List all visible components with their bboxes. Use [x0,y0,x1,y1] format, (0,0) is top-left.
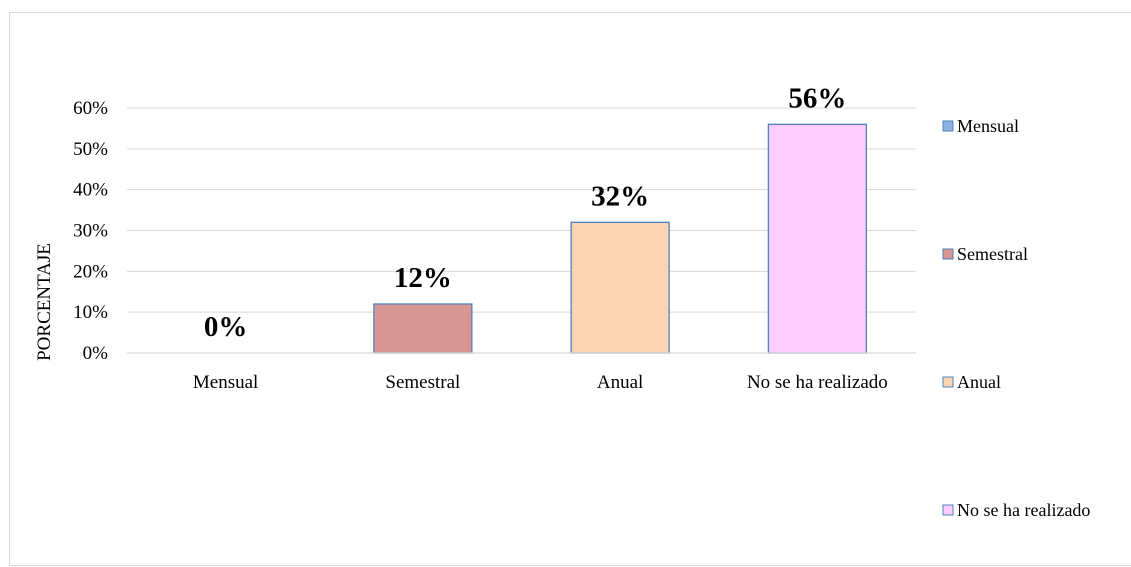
data-label: 12% [394,262,452,294]
legend-entry: Semestral [957,244,1028,264]
legend-entry: No se ha realizado [957,500,1090,520]
x-tick-label: Mensual [193,372,258,393]
x-tick-label: Semestral [385,372,460,393]
data-label: 0% [204,311,248,343]
data-label: 56% [788,82,846,114]
y-axis-tick-labels: 0% 10% 20% 30% 40% 50% 60% [73,98,108,364]
bar-no-se-ha-realizado [767,123,868,354]
bars [373,123,868,354]
y-tick-label: 40% [73,180,108,201]
x-tick-label: Anual [597,372,643,393]
x-tick-label: No se ha realizado [747,372,888,393]
legend: Mensual Semestral Anual No se ha realizado [942,116,1090,520]
legend-entry: Anual [957,372,1001,392]
data-labels: 0% 12% 32% 56% [204,82,847,343]
y-tick-label: 10% [73,302,108,323]
y-tick-label: 60% [73,98,108,119]
legend-swatch [942,376,954,388]
y-tick-label: 20% [73,261,108,282]
bar-semestral [373,303,473,354]
legend-entry: Mensual [957,116,1019,136]
y-axis-title: PORCENTAJE [34,243,55,361]
y-tick-label: 50% [73,139,108,160]
bar-anual [570,221,670,354]
legend-swatch [942,504,954,516]
y-tick-label: 0% [83,343,109,364]
data-label: 32% [591,180,649,212]
y-tick-label: 30% [73,221,108,242]
chart-area [9,12,1131,566]
legend-swatch [942,120,954,132]
legend-swatch [942,248,954,260]
x-axis-tick-labels: Mensual Semestral Anual No se ha realizado [193,372,888,393]
